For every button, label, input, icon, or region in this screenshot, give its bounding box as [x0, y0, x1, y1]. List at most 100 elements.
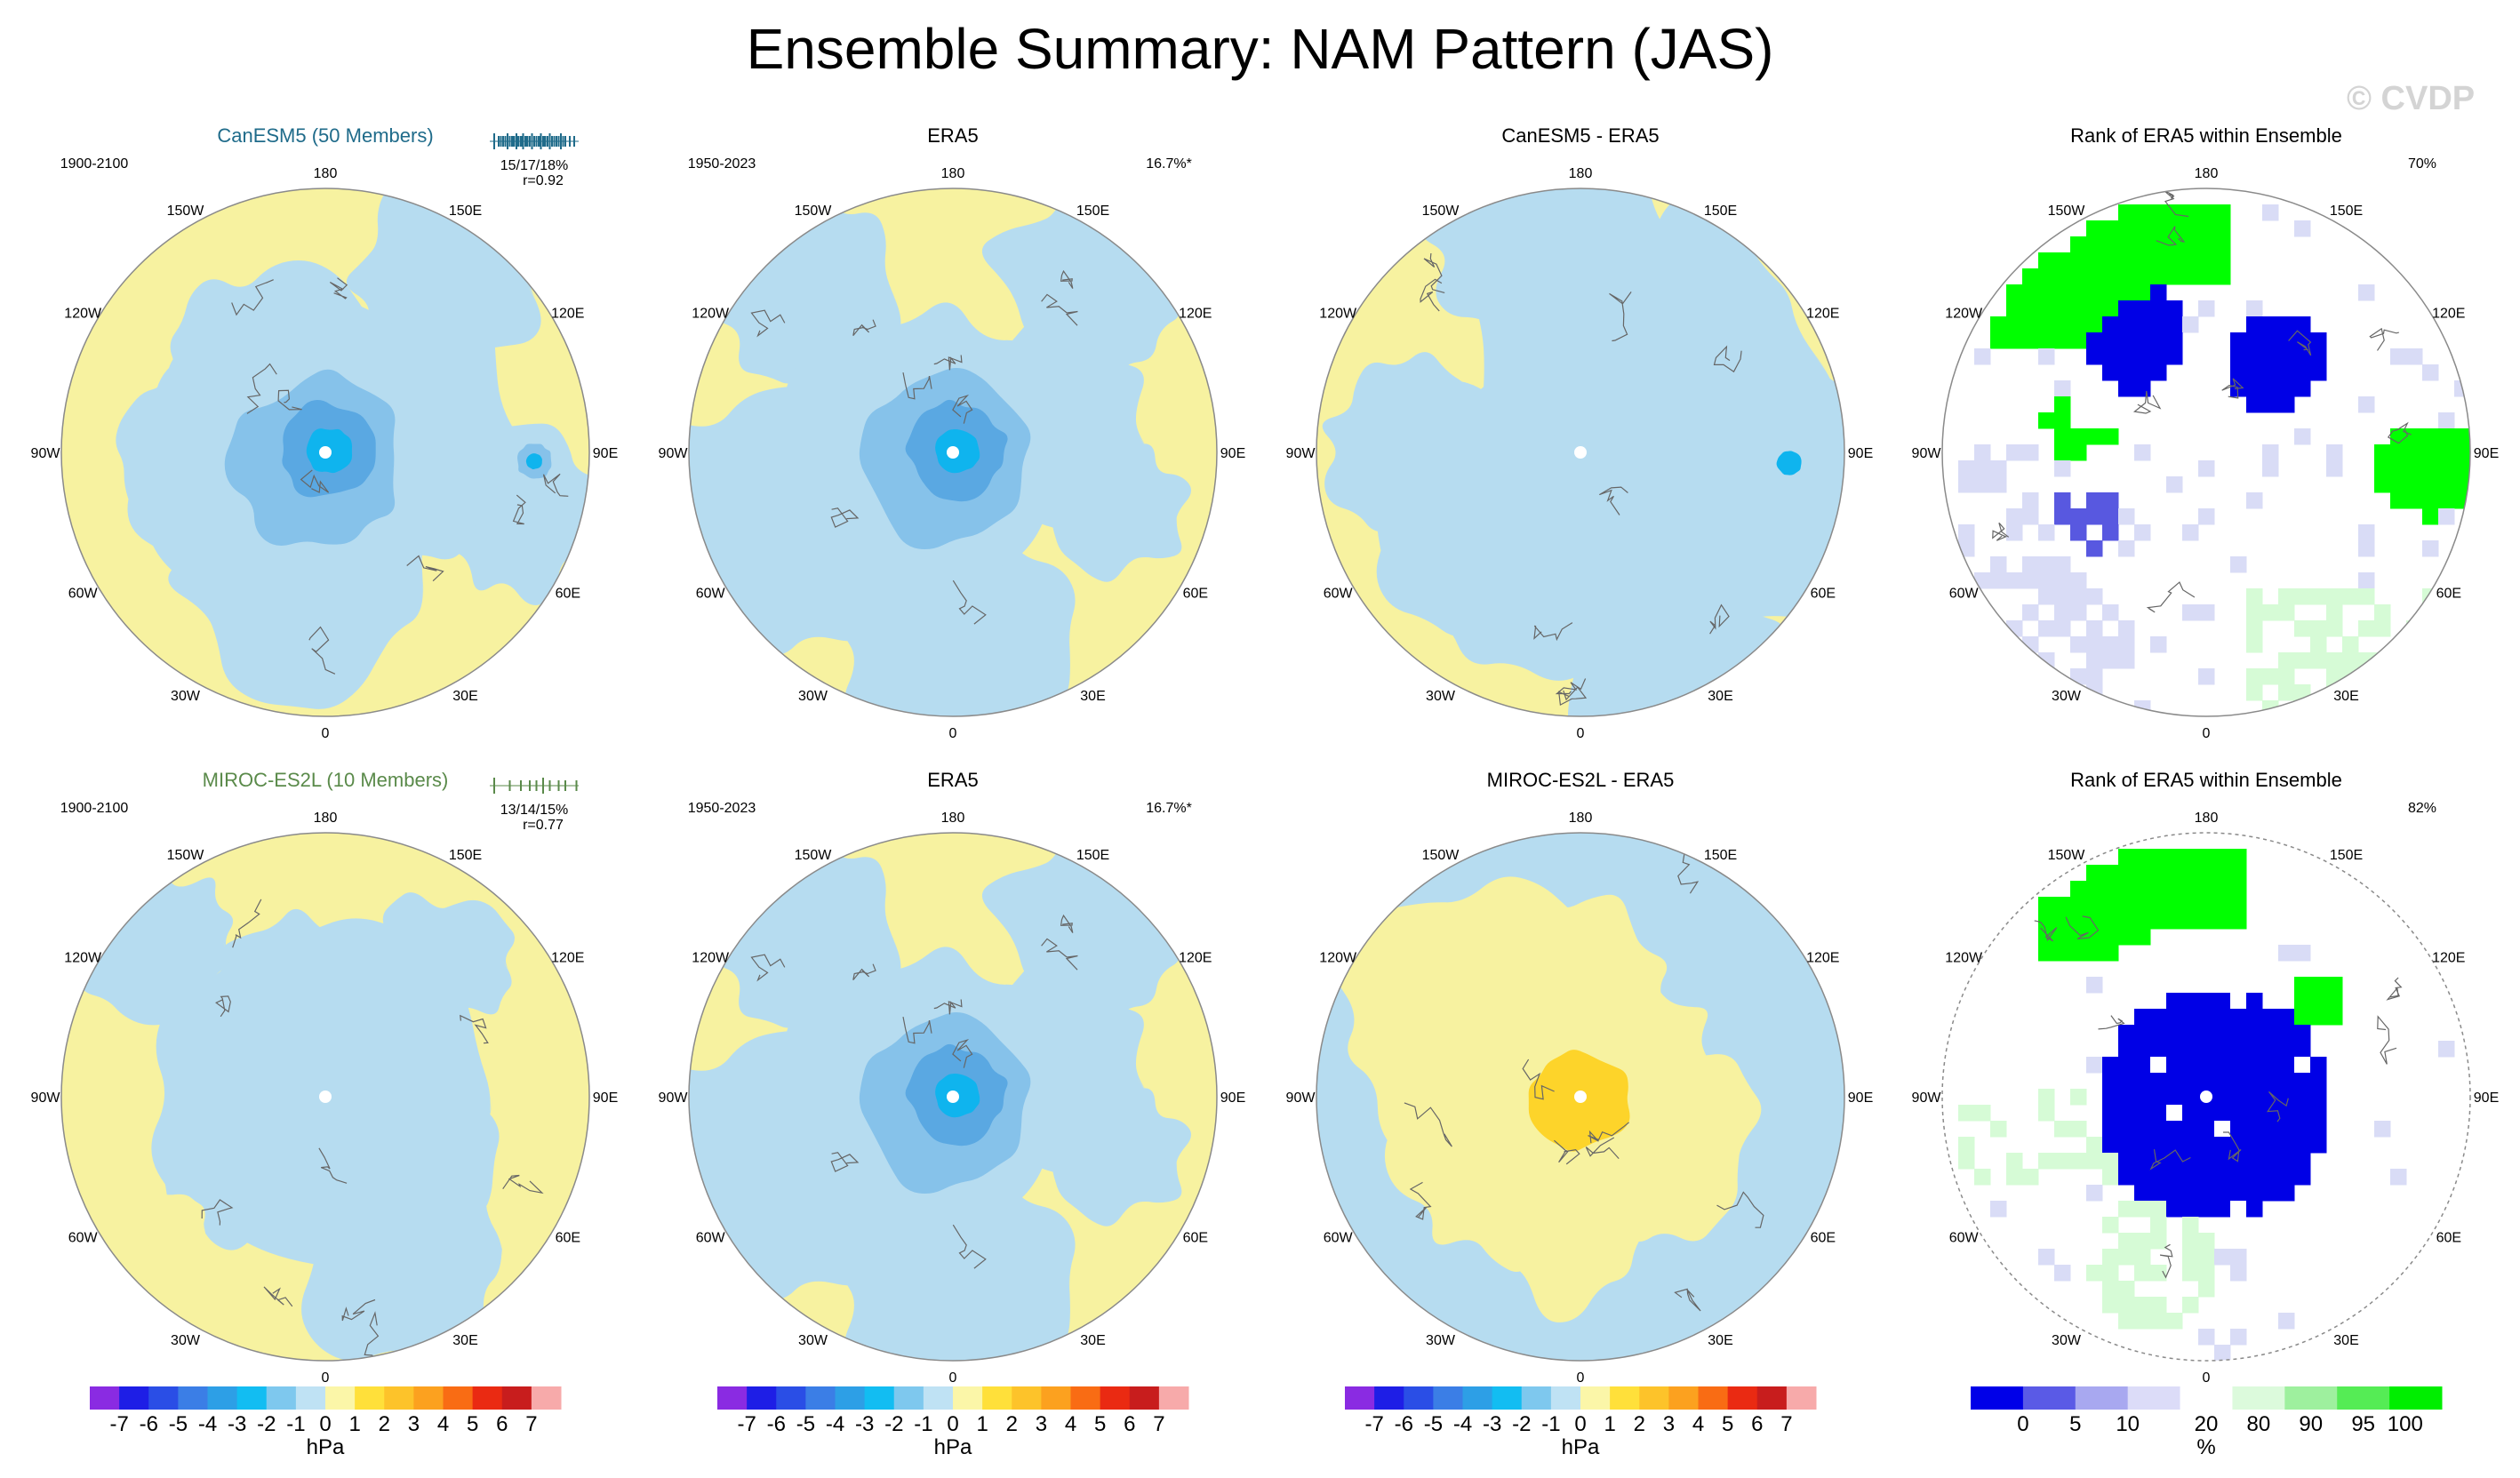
rank-cell	[2070, 444, 2087, 461]
rank-cell	[2166, 1137, 2183, 1154]
rank-cell	[2326, 444, 2343, 461]
rank-cell	[2262, 1153, 2279, 1170]
coastline	[750, 954, 786, 982]
rank-cell	[2310, 348, 2327, 365]
rank-cell	[1974, 348, 1991, 365]
rank-cell	[2070, 316, 2087, 333]
rank-cell	[2214, 1057, 2231, 1074]
rank-cell	[2294, 1137, 2311, 1154]
longitude-label: 90E	[1848, 446, 1873, 461]
rank-cell	[2166, 1201, 2183, 1218]
map-panel-6: 180 150E 120E 90E 60E 30E 0 30W 60W 90W 120W 150W ER…	[659, 769, 1246, 1386]
rank-cell	[2038, 316, 2055, 333]
rank-cell	[2022, 1169, 2039, 1186]
rank-cell	[2358, 396, 2375, 413]
rank-cell	[2406, 348, 2423, 365]
cvdp-watermark: © CVDP	[2347, 80, 2476, 117]
coastline	[1041, 938, 1078, 971]
rank-cell	[2262, 444, 2279, 461]
rank-cell	[2150, 881, 2167, 898]
longitude-label: 120W	[1945, 951, 1983, 966]
rank-cell	[2310, 636, 2327, 653]
map-panel-1: 180 150E 120E 90E 60E 30E 0 30W 60W 90W 120W 150W Ca…	[31, 124, 619, 741]
coastline	[750, 309, 786, 338]
colorbar-rank: 0 5 10 20 80 90 95 100%	[1971, 1386, 2443, 1459]
rank-cell	[2294, 620, 2311, 637]
rank-cell	[2246, 636, 2263, 653]
rank-cell	[2102, 1073, 2119, 1090]
colorbar-tick-label: 100	[2388, 1412, 2423, 1436]
rank-cell	[2310, 993, 2327, 1010]
rank-cell	[2150, 252, 2167, 269]
colorbar-tick-label: -2	[1512, 1412, 1531, 1436]
rank-cell	[2310, 620, 2327, 637]
rank-cell	[2102, 268, 2119, 285]
rank-cell	[2150, 1057, 2167, 1074]
rank-cell	[2310, 1121, 2327, 1138]
rank-cell	[2006, 284, 2023, 301]
rank-cell	[2422, 428, 2439, 445]
rank-cell	[2182, 897, 2199, 914]
coastline	[2156, 226, 2186, 246]
rank-cell	[2166, 897, 2183, 914]
rank-cell	[2118, 220, 2135, 237]
rank-cell	[2198, 881, 2215, 898]
colorbar-swatch	[1041, 1386, 1071, 1410]
coastline	[246, 363, 277, 414]
rank-cell	[2262, 1025, 2279, 1042]
rank-cell	[2230, 1329, 2247, 1346]
rank-cell	[2118, 1041, 2135, 1058]
rank-cell	[2118, 849, 2135, 866]
rank-cell	[2214, 913, 2231, 930]
rank-cell	[2326, 460, 2343, 477]
colorbar-unit: hPa	[1562, 1435, 1600, 1459]
rank-cell	[2310, 1137, 2327, 1154]
longitude-label: 60W	[68, 1231, 99, 1246]
rank-cell	[2038, 332, 2055, 349]
rank-cell	[2118, 881, 2135, 898]
colorbar-swatch	[1374, 1386, 1404, 1410]
colorbar-swatch	[413, 1386, 444, 1410]
rank-cell	[2150, 636, 2167, 653]
longitude-label: 90W	[1912, 446, 1942, 461]
rank-cell	[2150, 364, 2167, 381]
rank-cell	[2022, 284, 2039, 301]
rank-cell	[2054, 252, 2071, 269]
rank-cell	[2118, 652, 2135, 669]
colorbar-swatch	[1100, 1386, 1131, 1410]
longitude-label: 60E	[556, 1231, 580, 1246]
rank-cell	[2054, 572, 2071, 589]
rank-cell	[2262, 364, 2279, 381]
map-field	[689, 188, 1217, 716]
colorbar-swatch	[472, 1386, 503, 1410]
rank-cell	[2182, 1185, 2199, 1202]
rank-cell	[2070, 1121, 2087, 1138]
longitude-label: 150W	[167, 204, 205, 219]
longitude-label: 150E	[449, 848, 482, 863]
rank-cell	[2246, 684, 2263, 701]
period-label: 1950-2023	[688, 156, 756, 172]
rank-cell	[2150, 332, 2167, 349]
rank-cell	[1990, 1121, 2007, 1138]
rank-cell	[2230, 849, 2247, 866]
map-frame	[1316, 188, 1845, 717]
rank-cell	[2342, 636, 2359, 653]
longitude-label: 30W	[171, 689, 201, 704]
longitude-label: 180	[2195, 811, 2219, 826]
rank-cell	[2022, 572, 2039, 589]
longitude-label: 0	[949, 726, 957, 741]
rank-cell	[2054, 604, 2071, 621]
rank-cell	[2134, 1089, 2151, 1106]
longitude-label: 120E	[551, 951, 584, 966]
rank-cell	[2198, 865, 2215, 882]
rank-cell	[2038, 1089, 2055, 1106]
rank-cell	[2086, 881, 2103, 898]
rank-percent: 70%	[2408, 156, 2436, 172]
rank-cell	[2070, 668, 2087, 685]
colorbar-tick-label: 3	[1036, 1412, 1047, 1436]
rank-cell	[2198, 1281, 2215, 1298]
negative-core	[525, 453, 542, 470]
longitude-label: 180	[941, 811, 965, 826]
colorbar-swatch	[384, 1386, 414, 1410]
rank-cell	[2246, 1185, 2263, 1202]
